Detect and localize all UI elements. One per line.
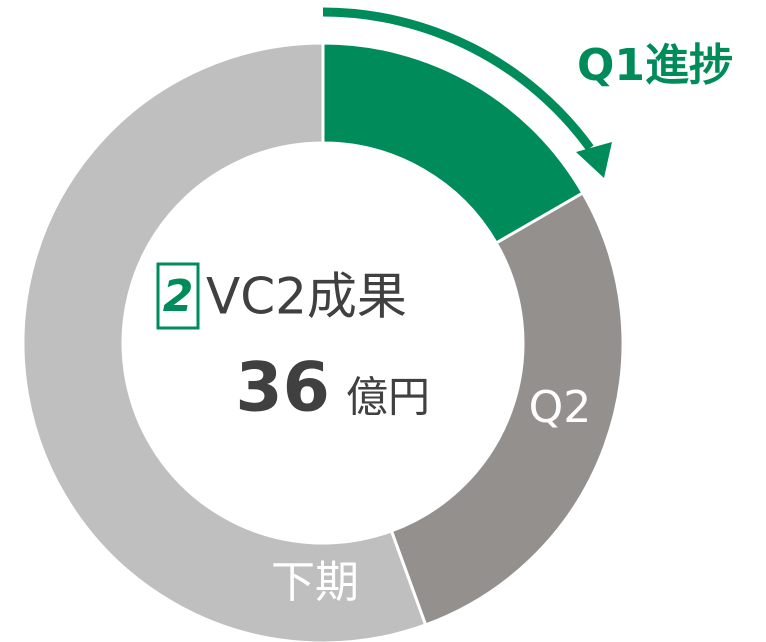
donut-segment: [21, 41, 428, 642]
center-title: VC2成果: [206, 268, 407, 326]
center-unit: 億円: [346, 373, 430, 422]
badge: 2: [163, 271, 194, 322]
segment-label: Q2: [529, 382, 592, 433]
segment-label: 下期: [271, 557, 359, 608]
badge-box: [156, 262, 200, 330]
donut-segment: [321, 41, 585, 246]
arrow-head: [576, 142, 612, 178]
progress-arrow: [322, 7, 594, 151]
segment-label: Q1進捗: [577, 40, 733, 91]
center-value: 36: [235, 349, 330, 428]
donut-segment: [389, 190, 625, 627]
